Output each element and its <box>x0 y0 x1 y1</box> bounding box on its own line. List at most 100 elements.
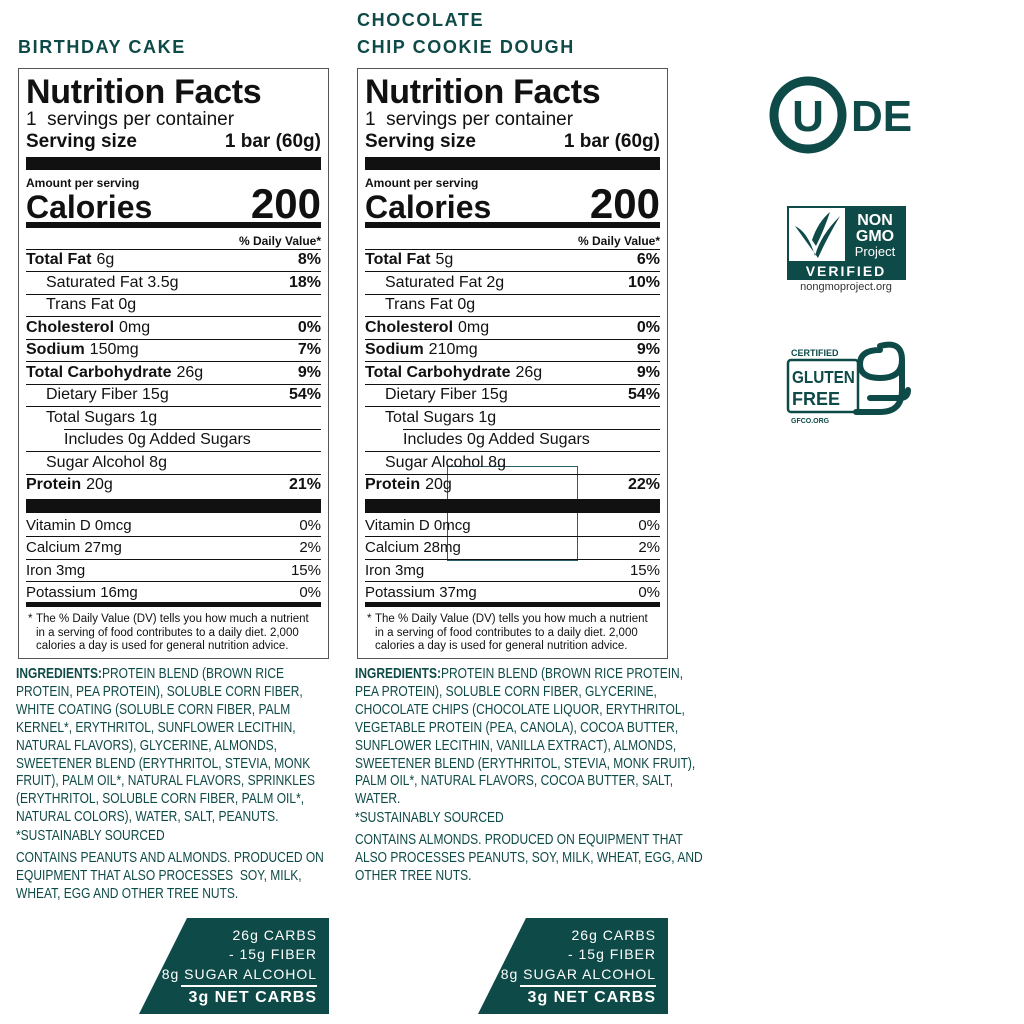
vitamin-dv: 15% <box>629 561 660 579</box>
rule-thin <box>365 581 660 582</box>
nutrient-row: Total Sugars 1g <box>385 407 660 429</box>
nutrient-name: Total Fat <box>365 251 431 268</box>
gluten-free-g <box>853 341 911 415</box>
non-gmo-line3: Project <box>855 244 896 259</box>
vitamin-name: Iron 3mg <box>365 561 425 579</box>
net-carbs-line: - 8g SUGAR ALCOHOL <box>151 965 317 982</box>
amount-per-serving: Amount per serving <box>365 175 479 190</box>
footnote-line: in a serving of food contributes to a da… <box>375 626 638 639</box>
vitamin-dv: 0% <box>299 516 321 534</box>
nutrient-row: Total Fat 5g 6% <box>365 249 660 271</box>
nutrient-amount: 20g <box>425 476 452 493</box>
nutrient-name: Total Sugars 1g <box>46 408 158 426</box>
net-carbs-rule <box>181 985 317 987</box>
nutrient-name: Sodium <box>365 341 424 358</box>
nutrient-row: Cholesterol 0mg 0% <box>26 317 321 339</box>
nutrient-name: Sodium <box>26 341 85 358</box>
non-gmo-box <box>845 207 905 261</box>
gluten-free-line1: GLUTEN <box>792 367 855 387</box>
servings: 1 servings per container <box>365 108 574 130</box>
vitamin-dv: 0% <box>638 516 660 534</box>
nutrient-name: Total Carbohydrate <box>365 363 511 381</box>
label-title: Nutrition Facts <box>26 72 262 111</box>
nutrient-dv: 6% <box>636 251 660 268</box>
ingredients-line: INGREDIENTS:PROTEIN BLEND (BROWN RICE PR… <box>355 665 683 683</box>
vitamin-dv: 0% <box>299 584 321 601</box>
rule-thin <box>365 271 660 272</box>
ingredients-line: SUNFLOWER LECITHIN, VANILLA EXTRACT), AL… <box>355 736 677 754</box>
nutrient-name: Total Fat <box>26 251 92 268</box>
nutrient-name: Cholesterol <box>365 318 454 336</box>
nutrient-name: Total Carbohydrate <box>26 363 172 381</box>
nutrient-name: Dietary Fiber 15g <box>385 386 508 403</box>
nutrient-amount: 0mg <box>458 318 490 336</box>
nutrient-row: Cholesterol 0mg 0% <box>365 317 660 339</box>
vitamin-name: Calcium 27mg <box>26 539 122 556</box>
rule-thin <box>64 428 321 430</box>
gluten-free-line2: FREE <box>792 389 840 409</box>
ingredients-line: PALM OIL*, NATURAL FLAVORS, COCOA BUTTER… <box>355 772 674 790</box>
nutrient-name: Trans Fat 0g <box>46 296 137 313</box>
rule-thin <box>26 271 321 272</box>
serving-size: 1 bar (60g) <box>224 130 321 152</box>
rule-thin <box>26 249 321 250</box>
non-gmo-band-text: VERIFIED <box>806 263 887 279</box>
vitamin-row: Iron 3mg 15% <box>26 559 321 581</box>
ingredients-text: PROTEIN BLEND (BROWN RICE PROTEIN, <box>441 665 684 682</box>
net-carbs-rule <box>520 985 656 987</box>
net-carbs-line: - 8g SUGAR ALCOHOL <box>490 965 656 982</box>
footnote-line: calories a day is used for general nutri… <box>375 640 628 653</box>
nutrient-row: Includes 0g Added Sugars <box>403 429 660 451</box>
vitamin-row: Iron 3mg 15% <box>365 559 660 581</box>
ingredients-line: WHITE COATING (SOLUBLE CORN FIBER, PALM <box>16 700 291 718</box>
rule-thin <box>26 293 321 295</box>
vitamin-dv: 15% <box>290 561 321 579</box>
ingredients-line: (ERYTHRITOL, SOLUBLE CORN FIBER, PALM OI… <box>16 790 305 808</box>
rule-thin <box>26 338 321 340</box>
ingredients-line: NATURAL FLAVORS), GLYCERINE, ALMONDS, <box>16 736 277 754</box>
nutrient-amount: 5g <box>435 251 454 268</box>
allergen-line: WHEAT, EGG AND OTHER TREE NUTS. <box>16 884 239 902</box>
nutrient-row: Total Fat 6g 8% <box>26 249 321 271</box>
nutrient-row: Saturated Fat 2g 10% <box>385 272 660 294</box>
allergen-line: OTHER TREE NUTS. <box>355 867 472 884</box>
net-carbs-tag <box>139 918 329 1014</box>
non-gmo-leaf <box>795 212 840 258</box>
nutrient-row: Protein 20g 21% <box>26 474 321 496</box>
nutrient-amount: 26g <box>515 363 543 381</box>
vitamin-row: Vitamin D 0mcg 0% <box>365 514 660 536</box>
daily-value-header: % Daily Value* <box>577 233 660 248</box>
rule-medium <box>365 222 660 228</box>
non-gmo-url: nongmoproject.org <box>800 281 892 293</box>
nutrient-dv: 9% <box>636 363 660 381</box>
sourcing-note: *SUSTAINABLY SOURCED <box>355 809 504 827</box>
rule-thin <box>365 558 660 560</box>
nutrient-dv: 22% <box>627 476 660 493</box>
serving-size-label: Serving size <box>26 130 137 152</box>
flavor-title: CHIP COOKIE DOUGH <box>357 37 575 58</box>
calories: 200 <box>250 179 321 227</box>
flavor-title: BIRTHDAY CAKE <box>18 37 186 58</box>
rule-thick <box>365 157 660 170</box>
label-title: Nutrition Facts <box>365 72 601 111</box>
ingredients-line: PROTEIN, PEA PROTEIN), SOLUBLE CORN FIBE… <box>16 682 303 700</box>
footnote-line: in a serving of food contributes to a da… <box>36 626 299 639</box>
kosher-symbol: U <box>792 92 824 141</box>
nutrient-name: Total Sugars 1g <box>385 408 497 426</box>
nutrient-name: Sugar Alcohol 8g <box>46 453 167 471</box>
footnote-line: The % Daily Value (DV) tells you how muc… <box>375 613 648 626</box>
nutrient-name: Trans Fat 0g <box>385 296 476 313</box>
nutrient-row: Includes 0g Added Sugars <box>64 429 321 451</box>
vitamin-dv: 2% <box>299 539 321 556</box>
rule-thin <box>26 406 321 407</box>
rule-thin <box>365 361 660 362</box>
rule-thick <box>26 499 321 513</box>
vitamin-dv: 2% <box>638 539 660 556</box>
footnote-line: calories a day is used for general nutri… <box>36 640 289 653</box>
nutrient-dv: 54% <box>288 386 321 403</box>
footnote-mark: * <box>28 613 33 626</box>
nutrient-name: Saturated Fat 3.5g <box>46 273 179 291</box>
nutrient-amount: 0mg <box>119 318 151 336</box>
badges: U DE NON GMO Project VERIFIED nongmoproj… <box>769 76 912 425</box>
ingredients-line: FRUIT), PALM OIL*, NATURAL FLAVORS, SPRI… <box>16 772 315 790</box>
